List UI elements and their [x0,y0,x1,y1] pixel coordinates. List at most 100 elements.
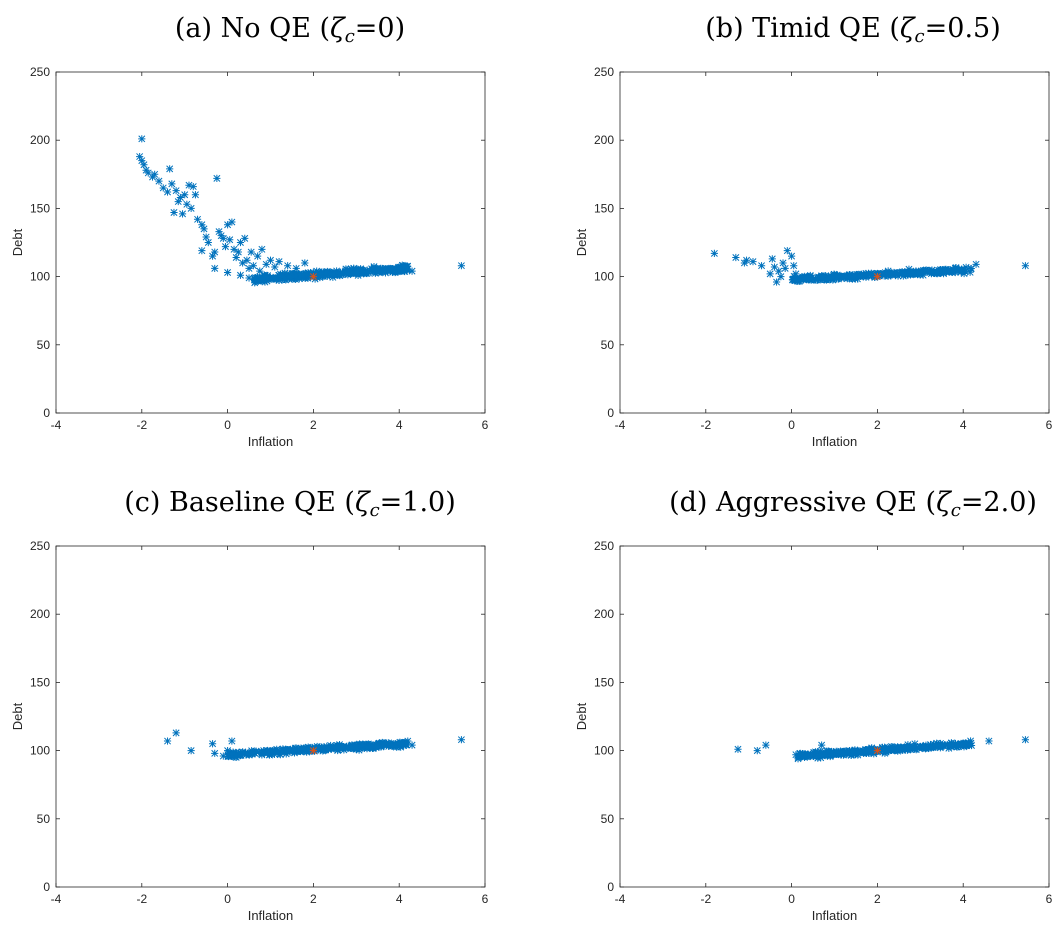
data-point [790,262,798,270]
data-point [256,276,264,284]
data-point [208,252,217,260]
data-point [313,267,321,275]
data-point [302,269,310,278]
x-tick-label: 6 [482,418,489,432]
data-point [359,266,367,275]
data-point [360,742,368,750]
data-point [282,750,290,758]
y-tick-label: 50 [37,812,51,826]
data-point [211,749,219,757]
data-point [1021,262,1030,270]
data-point [252,747,260,755]
data-point [353,269,361,277]
data-point [301,259,309,267]
data-point [818,272,827,281]
data-point [330,271,339,280]
y-tick-label: 0 [607,880,614,894]
data-point [224,268,232,277]
data-point [213,174,221,182]
data-point [710,249,718,258]
data-point [947,739,955,747]
data-point [138,135,146,143]
data-point [880,743,889,751]
data-point [319,747,327,755]
x-tick-label: -2 [700,418,711,432]
data-point [802,750,810,759]
data-point [288,269,296,278]
y-tick-label: 200 [594,133,614,147]
y-tick-label: 100 [594,270,614,284]
y-tick-label: 50 [37,338,51,352]
data-point [890,268,898,277]
axes-box [55,545,486,888]
data-point [262,260,270,268]
data-point [381,268,389,276]
data-point [851,272,859,280]
data-point [204,238,212,247]
data-point [189,182,197,191]
data-point [957,740,965,748]
x-tick-label: 2 [874,418,881,432]
data-point [952,263,960,272]
data-point [865,746,873,755]
scatter-panel-2: (b) Timid QE (ζc=0.5) -4 -2 0 2 4 6 0 50 100 150 20… [574,13,1053,449]
data-point [916,270,924,278]
x-tick-label: -2 [136,892,147,906]
data-point [232,753,240,762]
axes-box [55,71,486,414]
data-point [339,270,347,278]
data-point [904,743,913,751]
y-tick-label: 100 [594,744,614,758]
chart-title-symbol: ζ [330,13,346,44]
data-point [288,746,297,754]
data-point [266,751,274,759]
x-tick-label: -4 [51,892,62,906]
chart-title: (b) Timid QE (ζc=0.5) [705,13,1001,47]
data-point [832,747,840,755]
data-point [951,739,959,748]
data-point [198,221,206,229]
y-tick-label: 200 [594,607,614,621]
data-point [219,752,227,760]
data-point [284,262,292,270]
x-tick-label: -4 [615,418,626,432]
data-point [275,257,283,266]
x-tick-label: 0 [788,892,795,906]
data-point [890,746,898,754]
data-point [391,740,399,748]
data-point [794,755,802,763]
data-point [290,749,299,757]
data-point [335,271,344,279]
chart-title-suffix: =0) [355,13,405,44]
data-point [275,276,283,285]
highlight-point [873,747,881,755]
data-point [762,741,770,749]
x-tick-label: 0 [788,418,795,432]
data-point [985,737,993,745]
data-point [304,269,312,277]
data-point [945,742,954,750]
y-tick-label: 200 [30,133,50,147]
x-tick-label: 4 [960,418,967,432]
data-point [403,262,412,270]
data-point [266,256,275,264]
data-point [380,266,388,274]
chart-title-symbol: ζ [900,13,916,44]
data-point [395,264,403,273]
data-point [879,746,888,754]
chart-title-suffix: =0.5) [925,13,1001,44]
data-point [174,197,182,206]
data-point [225,752,233,761]
data-point [342,743,350,751]
data-point [232,253,240,262]
data-point [348,744,356,753]
data-point [378,738,386,747]
y-tick-label: 0 [43,406,50,420]
data-point [827,747,835,756]
data-point [843,749,851,757]
highlight-point [309,747,317,755]
data-point [219,234,227,243]
scatter-panel-1: (a) No QE (ζc=0) -4 -2 0 2 4 6 0 50 100 150 200 250 I… [10,13,489,449]
data-point [332,269,340,277]
data-point [187,204,195,212]
